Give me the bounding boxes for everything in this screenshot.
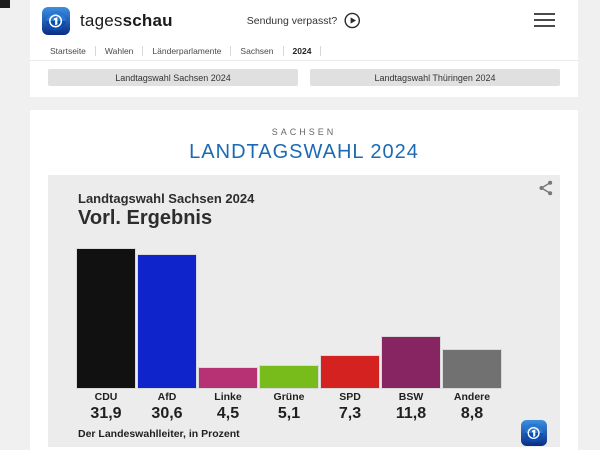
bar-label: Andere xyxy=(453,391,491,403)
breadcrumb-item[interactable]: 2024 xyxy=(284,45,322,56)
bar-SPD xyxy=(321,356,379,388)
bar-column-Andere: Andere 8,8 xyxy=(443,249,501,423)
breadcrumb: Startseite Wahlen Länderparlamente Sachsen 2… xyxy=(48,42,560,59)
bar-column-SPD: SPD 7,3 xyxy=(321,249,379,423)
bar-label: CDU xyxy=(94,391,118,403)
breadcrumb-item[interactable]: Sachsen xyxy=(231,45,284,56)
bar-label: Grüne xyxy=(273,391,305,403)
tab-sachsen[interactable]: Landtagswahl Sachsen 2024 xyxy=(48,69,298,86)
bar-label: BSW xyxy=(398,391,424,403)
bar-value: 11,8 xyxy=(395,405,427,422)
bar-Linke xyxy=(199,368,257,388)
tabs-row: Landtagswahl Sachsen 2024 Landtagswahl Th… xyxy=(48,69,560,86)
main-content: SACHSEN LANDTAGSWAHL 2024 Landtagswahl S… xyxy=(30,110,578,450)
result-chart-card: Landtagswahl Sachsen 2024 Vorl. Ergebnis… xyxy=(48,175,560,447)
bar-CDU xyxy=(77,249,135,388)
bar-column-Linke: Linke 4,5 xyxy=(199,249,257,423)
brand-regular: tages xyxy=(80,11,123,30)
chart-title: Vorl. Ergebnis xyxy=(78,207,213,229)
bar-value: 7,3 xyxy=(338,405,362,422)
bar-value: 8,8 xyxy=(460,405,484,422)
bars-row: CDU 31,9 AfD 30,6 Linke 4,5 Grüne 5,1 SPD 7,3 BSW 1… xyxy=(77,249,501,423)
bar-label: Linke xyxy=(214,391,242,403)
brand-bold: schau xyxy=(122,11,173,30)
brand-row: tagesschau Sendung verpasst? xyxy=(30,0,578,42)
breadcrumb-item[interactable]: Startseite xyxy=(48,45,96,56)
bar-Andere xyxy=(443,350,501,388)
bar-label: SPD xyxy=(339,391,361,403)
bar-Grüne xyxy=(260,366,318,388)
brand-wordmark[interactable]: tagesschau xyxy=(80,11,173,31)
screen-corner-artifact xyxy=(0,0,10,8)
share-icon[interactable] xyxy=(537,179,555,197)
site-header: tagesschau Sendung verpasst? Startseite W… xyxy=(30,0,578,97)
play-icon[interactable] xyxy=(344,12,361,29)
bar-AfD xyxy=(138,255,196,388)
bar-value: 31,9 xyxy=(90,405,122,422)
chart-subtitle: Landtagswahl Sachsen 2024 xyxy=(78,191,255,206)
region-kicker: SACHSEN xyxy=(271,127,337,137)
breadcrumb-item[interactable]: Länderparlamente xyxy=(143,45,232,56)
bar-value: 30,6 xyxy=(151,405,183,422)
bar-column-AfD: AfD 30,6 xyxy=(138,249,196,423)
bar-column-Grüne: Grüne 5,1 xyxy=(260,249,318,423)
breadcrumb-item[interactable]: Wahlen xyxy=(96,45,144,56)
menu-icon[interactable] xyxy=(534,13,555,31)
bar-column-BSW: BSW 11,8 xyxy=(382,249,440,423)
bar-value: 5,1 xyxy=(277,405,301,422)
bar-label: AfD xyxy=(157,391,177,403)
chart-source: Der Landeswahlleiter, in Prozent xyxy=(78,428,240,440)
page-title: LANDTAGSWAHL 2024 xyxy=(189,141,419,163)
bar-BSW xyxy=(382,337,440,388)
tagesschau-globe-icon xyxy=(521,420,547,446)
header-divider xyxy=(30,60,578,61)
missed-show-link[interactable]: Sendung verpasst? xyxy=(247,12,361,29)
missed-show-label: Sendung verpasst? xyxy=(246,14,338,27)
tab-thueringen[interactable]: Landtagswahl Thüringen 2024 xyxy=(310,69,560,86)
tagesschau-globe-icon[interactable] xyxy=(42,7,70,35)
bar-column-CDU: CDU 31,9 xyxy=(77,249,135,423)
bar-value: 4,5 xyxy=(216,405,240,422)
